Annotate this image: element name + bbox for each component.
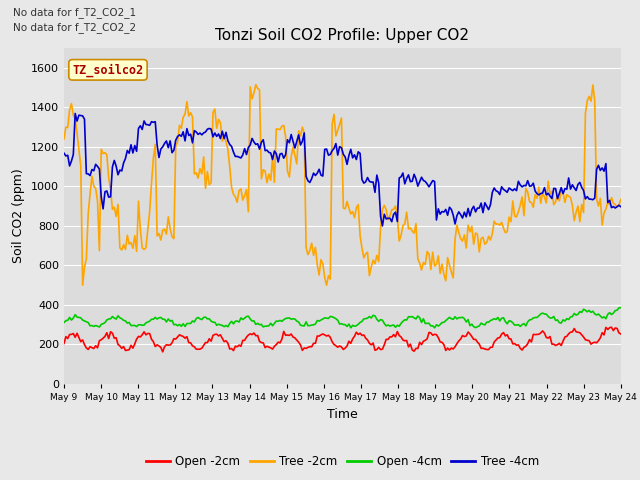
X-axis label: Time: Time <box>327 408 358 420</box>
Text: TZ_soilco2: TZ_soilco2 <box>72 63 143 76</box>
Text: No data for f_T2_CO2_2: No data for f_T2_CO2_2 <box>13 22 136 33</box>
Text: No data for f_T2_CO2_1: No data for f_T2_CO2_1 <box>13 7 136 18</box>
Legend: Open -2cm, Tree -2cm, Open -4cm, Tree -4cm: Open -2cm, Tree -2cm, Open -4cm, Tree -4… <box>141 450 543 473</box>
Y-axis label: Soil CO2 (ppm): Soil CO2 (ppm) <box>12 168 26 264</box>
Title: Tonzi Soil CO2 Profile: Upper CO2: Tonzi Soil CO2 Profile: Upper CO2 <box>216 28 469 43</box>
